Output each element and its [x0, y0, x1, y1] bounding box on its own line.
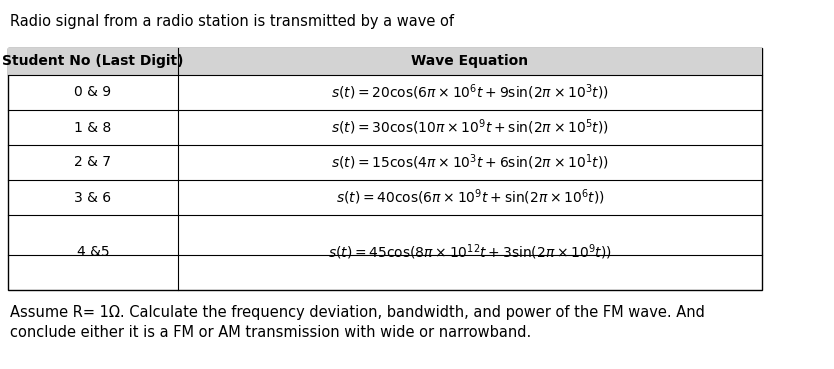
- Text: Student No (Last Digit): Student No (Last Digit): [3, 55, 183, 69]
- Bar: [8, 48, 762, 75]
- Text: $s(t) = 20\cos\!\left(6\pi \times 10^6 t + 9\sin\!\left(2\pi \times 10^3 t\right: $s(t) = 20\cos\!\left(6\pi \times 10^6 t…: [331, 83, 609, 102]
- Text: $s(t) = 45\cos\!\left(8\pi \times 10^{12} t + 3\sin\!\left(2\pi \times 10^9 t\ri: $s(t) = 45\cos\!\left(8\pi \times 10^{12…: [328, 243, 612, 262]
- Text: $s(t) = 40\cos\!\left(6\pi \times 10^9 t + \sin\!\left(2\pi \times 10^6 t\right): $s(t) = 40\cos\!\left(6\pi \times 10^9 t…: [335, 188, 605, 207]
- Bar: [8, 48, 762, 290]
- Text: Assume R= 1Ω. Calculate the frequency deviation, bandwidth, and power of the FM : Assume R= 1Ω. Calculate the frequency de…: [10, 305, 705, 320]
- Text: 3 & 6: 3 & 6: [74, 190, 112, 204]
- Text: 4 &5: 4 &5: [77, 245, 109, 259]
- Text: 0 & 9: 0 & 9: [74, 86, 112, 100]
- Text: $s(t) = 15\cos\!\left(4\pi \times 10^3 t + 6\sin\!\left(2\pi \times 10^1 t\right: $s(t) = 15\cos\!\left(4\pi \times 10^3 t…: [331, 153, 609, 172]
- Text: 2 & 7: 2 & 7: [74, 155, 112, 169]
- Text: Wave Equation: Wave Equation: [411, 55, 529, 69]
- Text: conclude either it is a FM or AM transmission with wide or narrowband.: conclude either it is a FM or AM transmi…: [10, 325, 531, 340]
- Text: $s(t) = 30\cos\!\left(10\pi \times 10^9 t + \sin\!\left(2\pi \times 10^5 t\right: $s(t) = 30\cos\!\left(10\pi \times 10^9 …: [331, 118, 609, 137]
- Text: 1 & 8: 1 & 8: [74, 121, 112, 134]
- Text: Radio signal from a radio station is transmitted by a wave of: Radio signal from a radio station is tra…: [10, 14, 454, 29]
